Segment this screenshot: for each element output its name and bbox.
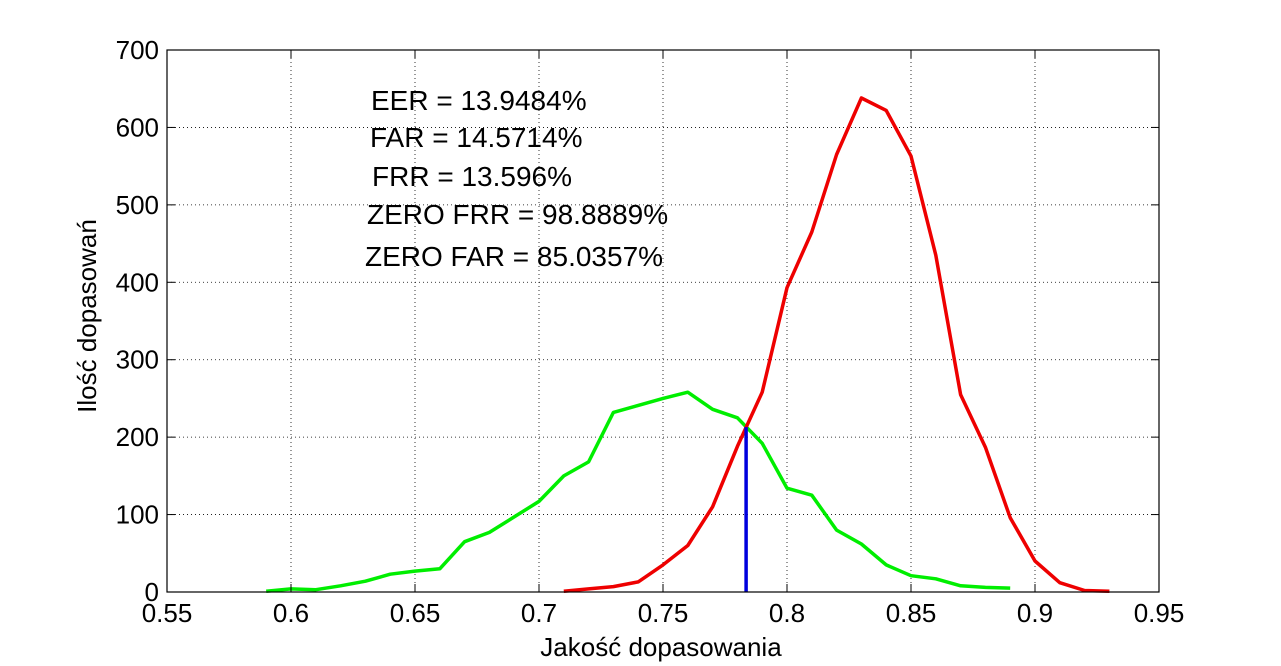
x-tick-label: 0.75 bbox=[638, 598, 689, 628]
y-axis-label: Ilość dopasowań bbox=[72, 219, 102, 413]
y-tick-label: 300 bbox=[116, 345, 159, 375]
x-tick-label: 0.65 bbox=[390, 598, 441, 628]
annotations: EER = 13.9484% FAR = 14.5714% FRR = 13.596… bbox=[365, 85, 668, 272]
annotation-text: ZERO FAR = 85.0357% bbox=[365, 241, 663, 272]
x-tick-label: 0.85 bbox=[886, 598, 937, 628]
y-tick-label: 100 bbox=[116, 500, 159, 530]
y-tick-label: 500 bbox=[116, 190, 159, 220]
annotation-text: FRR = 13.596% bbox=[372, 161, 572, 192]
x-tick-label: 0.7 bbox=[521, 598, 557, 628]
x-tick-label: 0.6 bbox=[273, 598, 309, 628]
y-tick-label: 600 bbox=[116, 112, 159, 142]
x-tick-label: 0.9 bbox=[1017, 598, 1053, 628]
y-tick-label: 200 bbox=[116, 422, 159, 452]
red-curve bbox=[563, 96, 1110, 593]
y-tick-label: 0 bbox=[145, 577, 159, 607]
annotation-text: FAR = 14.5714% bbox=[370, 122, 582, 153]
plot-series bbox=[266, 96, 1110, 593]
annotation-text: ZERO FRR = 98.8889% bbox=[367, 199, 668, 230]
x-tick-label: 0.8 bbox=[769, 598, 805, 628]
grid bbox=[167, 50, 1159, 592]
annotation-text: EER = 13.9484% bbox=[371, 85, 587, 116]
x-tick-label: 0.95 bbox=[1134, 598, 1185, 628]
y-tick-label: 700 bbox=[116, 35, 159, 65]
x-axis-label: Jakość dopasowania bbox=[540, 632, 782, 662]
x-tick-label: 0.55 bbox=[142, 598, 193, 628]
green-curve bbox=[266, 390, 1011, 593]
axis-ticks: 0.55 0.6 0.65 0.7 0.75 0.8 0.85 0.9 0.95 0 100 200 3… bbox=[116, 35, 1185, 628]
y-tick-label: 400 bbox=[116, 267, 159, 297]
